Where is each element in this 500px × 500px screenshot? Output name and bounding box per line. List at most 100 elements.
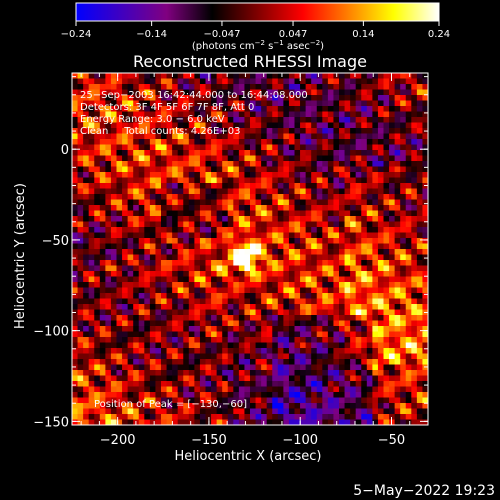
heatmap-cell <box>400 392 407 398</box>
heatmap-cell <box>94 144 101 151</box>
heatmap-cell <box>172 403 179 409</box>
heatmap-cell <box>188 271 195 277</box>
heatmap-cell <box>216 95 223 101</box>
heatmap-cell <box>372 375 379 382</box>
heatmap-cell <box>277 293 284 299</box>
heatmap-cell <box>422 161 428 167</box>
heatmap-cell <box>188 227 195 233</box>
heatmap-cell <box>244 243 251 250</box>
heatmap-cell <box>389 287 396 294</box>
heatmap-cell <box>361 381 368 387</box>
heatmap-cell <box>327 381 334 387</box>
heatmap-cell <box>144 304 151 310</box>
heatmap-cell <box>205 78 212 85</box>
heatmap-cell <box>144 95 151 101</box>
heatmap-cell <box>194 348 201 354</box>
heatmap-cell <box>161 194 167 200</box>
heatmap-cell <box>400 282 407 288</box>
heatmap-cell <box>366 194 373 200</box>
heatmap-cell <box>322 403 329 409</box>
heatmap-cell <box>194 337 201 343</box>
heatmap-cell <box>205 326 212 332</box>
heatmap-cell <box>383 100 390 107</box>
heatmap-cell <box>322 139 329 145</box>
heatmap-cell <box>372 128 379 134</box>
heatmap-cell <box>339 150 345 156</box>
heatmap-cell <box>344 403 351 409</box>
heatmap-cell <box>266 95 273 101</box>
heatmap-cell <box>161 133 167 140</box>
heatmap-cell <box>88 183 95 189</box>
heatmap-cell <box>288 216 295 222</box>
heatmap-cell <box>83 155 90 162</box>
heatmap-cell <box>94 150 101 156</box>
heatmap-cell <box>372 309 379 316</box>
heatmap-cell <box>166 144 173 151</box>
heatmap-cell <box>133 128 140 134</box>
heatmap-cell <box>233 309 240 316</box>
heatmap-cell <box>166 370 173 376</box>
heatmap-cell <box>316 397 323 404</box>
heatmap-cell <box>261 364 268 371</box>
heatmap-cell <box>238 210 245 217</box>
heatmap-cell <box>144 111 151 118</box>
heatmap-cell <box>149 232 156 239</box>
heatmap-cell <box>155 95 162 101</box>
heatmap-cell <box>99 408 106 415</box>
heatmap-cell <box>411 254 418 261</box>
heatmap-cell <box>422 397 428 404</box>
heatmap-cell <box>222 210 229 217</box>
heatmap-cell <box>72 139 78 145</box>
heatmap-cell <box>366 419 373 425</box>
heatmap-cell <box>288 375 295 382</box>
heatmap-cell <box>294 403 301 409</box>
heatmap-cell <box>316 172 323 178</box>
heatmap-cell <box>122 353 129 360</box>
heatmap-cell <box>372 139 379 145</box>
heatmap-cell <box>366 232 373 239</box>
heatmap-cell <box>372 155 379 162</box>
heatmap-cell <box>377 238 384 244</box>
heatmap-cell <box>372 342 379 349</box>
heatmap-cell <box>394 100 401 107</box>
heatmap-cell <box>122 150 129 156</box>
heatmap-cell <box>339 166 345 173</box>
heatmap-cell <box>149 194 156 200</box>
heatmap-cell <box>149 320 156 327</box>
heatmap-cell <box>88 408 95 415</box>
heatmap-cell <box>350 392 357 398</box>
heatmap-cell <box>222 265 229 272</box>
heatmap-cell <box>361 260 368 266</box>
heatmap-cell <box>400 342 407 349</box>
heatmap-cell <box>411 210 418 217</box>
heatmap-cell <box>72 199 78 206</box>
heatmap-cell <box>411 243 418 250</box>
heatmap-cell <box>188 287 195 294</box>
heatmap-cell <box>350 144 357 151</box>
heatmap-cell <box>355 370 362 376</box>
heatmap-cell <box>238 375 245 382</box>
heatmap-cell <box>72 89 78 96</box>
heatmap-cell <box>216 298 223 305</box>
heatmap-cell <box>339 205 345 211</box>
heatmap-cell <box>389 199 396 206</box>
heatmap-cell <box>405 386 412 393</box>
heatmap-cell <box>300 183 307 189</box>
heatmap-cell <box>322 419 329 425</box>
heatmap-cell <box>94 139 101 145</box>
heatmap-cell <box>311 287 318 294</box>
heatmap-cell <box>222 403 229 409</box>
heatmap-cell <box>110 337 117 343</box>
heatmap-cell <box>227 111 234 118</box>
heatmap-cell <box>166 326 173 332</box>
heatmap-cell <box>99 309 106 316</box>
heatmap-cell <box>222 111 229 118</box>
heatmap-cell <box>300 78 307 85</box>
heatmap-cell <box>266 133 273 140</box>
heatmap-cell <box>94 348 101 354</box>
heatmap-cell <box>244 287 251 294</box>
heatmap-cell <box>155 78 162 85</box>
heatmap-cell <box>166 227 173 233</box>
heatmap-cell <box>244 392 251 398</box>
heatmap-cell <box>294 309 301 316</box>
